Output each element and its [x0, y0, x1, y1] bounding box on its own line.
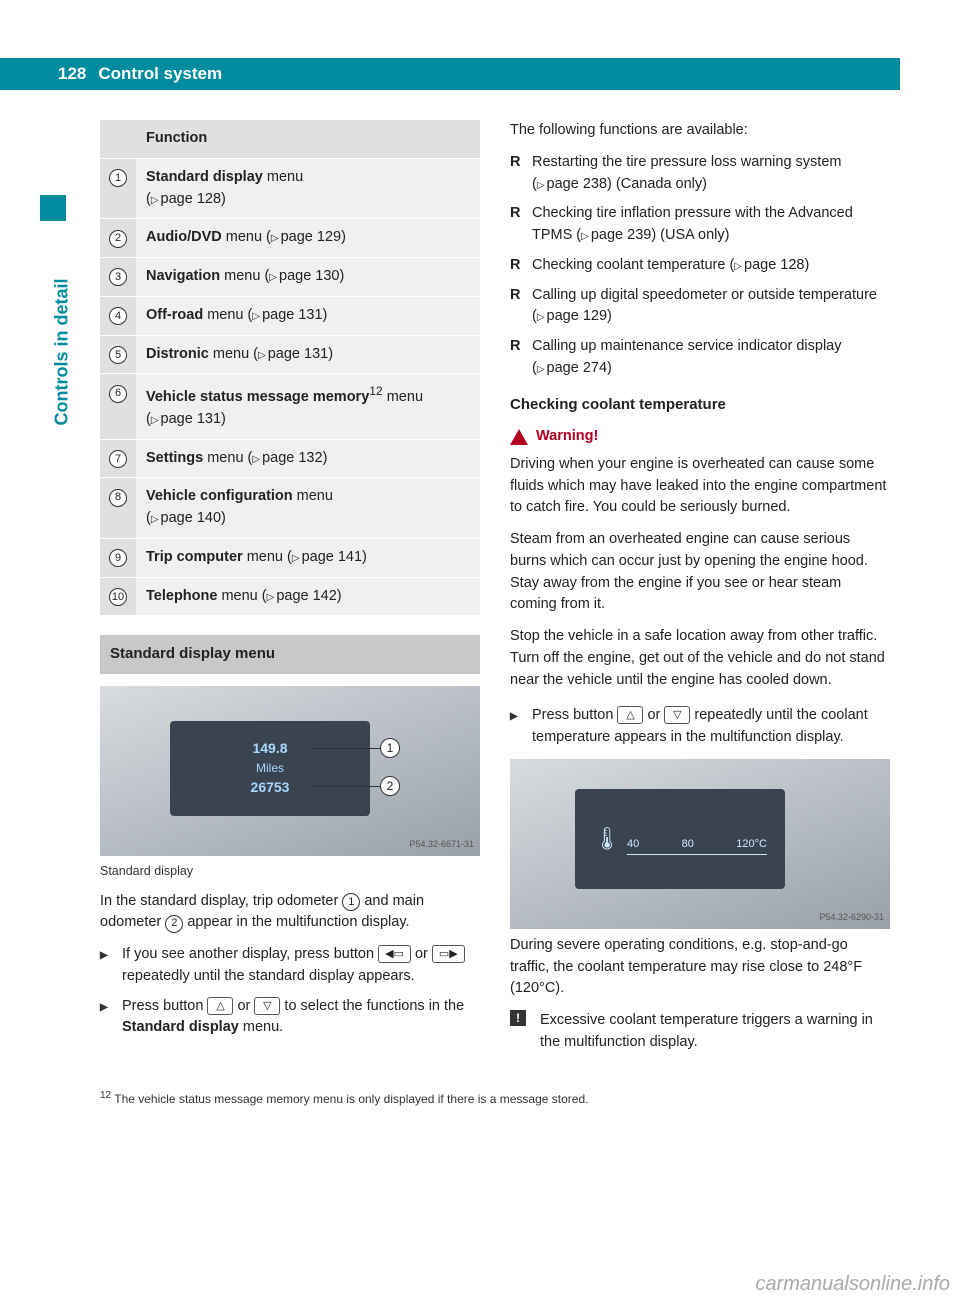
- footnote-number: 12: [100, 1090, 111, 1101]
- inline-circled-2: 2: [165, 915, 183, 933]
- step-item: If you see another display, press button…: [100, 944, 480, 988]
- thermometer-icon: 🌡: [593, 822, 621, 855]
- table-row: 10 Telephone menu (page 142): [100, 577, 480, 615]
- warning-paragraph: Stop the vehicle in a safe location away…: [510, 626, 890, 691]
- row-num-icon: 9: [109, 549, 127, 567]
- warning-paragraph: Steam from an overheated engine can caus…: [510, 529, 890, 616]
- warning-paragraph: Driving when your engine is overheated c…: [510, 454, 890, 519]
- row-num-icon: 1: [109, 169, 127, 187]
- bullet-icon: R: [510, 285, 524, 329]
- table-header-function: Function: [136, 120, 480, 158]
- row-num-icon: 7: [109, 450, 127, 468]
- section-standard-display: Standard display menu: [100, 635, 480, 674]
- warning-triangle-icon: [510, 429, 528, 445]
- table-row: 4 Off-road menu (page 131): [100, 296, 480, 335]
- triangle-icon: [100, 944, 114, 988]
- row-num-icon: 5: [109, 346, 127, 364]
- step-item: Press button △ or ▽ repeatedly until the…: [510, 705, 890, 749]
- table-row: 5 Distronic menu (page 131): [100, 335, 480, 374]
- inline-circled-1: 1: [342, 893, 360, 911]
- callout-line: [310, 786, 380, 788]
- warning-label: Warning!: [536, 426, 598, 448]
- row-num-icon: 6: [109, 385, 127, 403]
- bullet-item: R Checking tire inflation pressure with …: [510, 203, 890, 247]
- left-key-icon: ◀▭: [378, 945, 411, 963]
- bullet-icon: R: [510, 255, 524, 277]
- paragraph: During severe operating conditions, e.g.…: [510, 935, 890, 1000]
- caution-text: Excessive coolant temperature triggers a…: [540, 1010, 890, 1054]
- figure-caption: Standard display: [100, 862, 480, 881]
- triangle-icon: [510, 705, 524, 749]
- gauge-tick: 40: [627, 836, 639, 853]
- table-row: 6 Vehicle status message memory12 menu (…: [100, 374, 480, 439]
- row-num-icon: 3: [109, 268, 127, 286]
- left-column: Function 1 Standard display menu(page 12…: [100, 120, 480, 1062]
- table-header-blank: [100, 120, 136, 158]
- table-row: 1 Standard display menu(page 128): [100, 158, 480, 219]
- right-column: The following functions are available: R…: [510, 120, 890, 1062]
- row-num-icon: 8: [109, 489, 127, 507]
- bullet-icon: R: [510, 152, 524, 196]
- bullet-icon: R: [510, 203, 524, 247]
- manual-page: 128 Control system Controls in detail Fu…: [0, 0, 960, 1302]
- table-row: 2 Audio/DVD menu (page 129): [100, 219, 480, 258]
- triangle-icon: [100, 996, 114, 1040]
- row-num-icon: 10: [109, 588, 127, 606]
- coolant-gauge: 🌡 40 80 120°C: [593, 822, 767, 855]
- bullet-icon: R: [510, 336, 524, 380]
- side-tab: [40, 195, 66, 221]
- exclamation-icon: !: [510, 1010, 526, 1026]
- intro-text: The following functions are available:: [510, 120, 890, 142]
- header-bar: 128 Control system: [0, 58, 900, 90]
- callout-1-icon: 1: [380, 738, 400, 758]
- table-row: 8 Vehicle configuration menu(page 140): [100, 478, 480, 539]
- paragraph: In the standard display, trip odometer 1…: [100, 891, 480, 935]
- side-label: Controls in detail: [52, 278, 73, 425]
- step-item: Press button △ or ▽ to select the functi…: [100, 996, 480, 1040]
- content-columns: Function 1 Standard display menu(page 12…: [100, 60, 900, 1062]
- down-key-icon: ▽: [254, 997, 280, 1015]
- bullet-item: R Calling up maintenance service indicat…: [510, 336, 890, 380]
- trip-odometer-unit: Miles: [256, 759, 284, 777]
- gauge-tick: 80: [682, 836, 694, 853]
- table-row: 7 Settings menu (page 132): [100, 439, 480, 478]
- footnote: 12 The vehicle status message memory men…: [100, 1082, 900, 1106]
- figure-screen: 149.8 Miles 26753: [170, 721, 370, 816]
- row-num-icon: 4: [109, 307, 127, 325]
- right-key-icon: ▭▶: [432, 945, 465, 963]
- down-key-icon: ▽: [664, 706, 690, 724]
- figure-screen: 🌡 40 80 120°C: [575, 789, 785, 889]
- callout-2-icon: 2: [380, 776, 400, 796]
- standard-display-figure: 149.8 Miles 26753 1 2 P54.32-6671-31: [100, 686, 480, 856]
- site-watermark: carmanualsonline.info: [755, 1273, 950, 1296]
- table-header-row: Function: [100, 120, 480, 158]
- table-row: 3 Navigation menu (page 130): [100, 258, 480, 297]
- header-title: Control system: [98, 64, 222, 84]
- footnote-text: The vehicle status message memory menu i…: [111, 1092, 588, 1106]
- figure-watermark: P54.32-6671-31: [409, 838, 474, 852]
- bullet-item: R Checking coolant temperature (page 128…: [510, 255, 890, 277]
- figure-watermark: P54.32-6290-31: [819, 911, 884, 925]
- caution-item: ! Excessive coolant temperature triggers…: [510, 1010, 890, 1054]
- bullet-item: R Calling up digital speedometer or outs…: [510, 285, 890, 329]
- up-key-icon: △: [617, 706, 643, 724]
- callout-line: [310, 748, 380, 750]
- up-key-icon: △: [207, 997, 233, 1015]
- table-row: 9 Trip computer menu (page 141): [100, 538, 480, 577]
- subheading-coolant: Checking coolant temperature: [510, 394, 890, 417]
- warning-heading: Warning!: [510, 426, 890, 448]
- function-table: Function 1 Standard display menu(page 12…: [100, 120, 480, 615]
- bullet-item: R Restarting the tire pressure loss warn…: [510, 152, 890, 196]
- main-odometer-value: 26753: [251, 777, 290, 798]
- gauge-scale: 40 80 120°C: [627, 836, 767, 856]
- page-number: 128: [0, 64, 98, 84]
- gauge-tick: 120°C: [736, 836, 767, 853]
- coolant-figure: 🌡 40 80 120°C P54.32-6290-31: [510, 759, 890, 929]
- trip-odometer-value: 149.8: [252, 738, 287, 759]
- row-num-icon: 2: [109, 230, 127, 248]
